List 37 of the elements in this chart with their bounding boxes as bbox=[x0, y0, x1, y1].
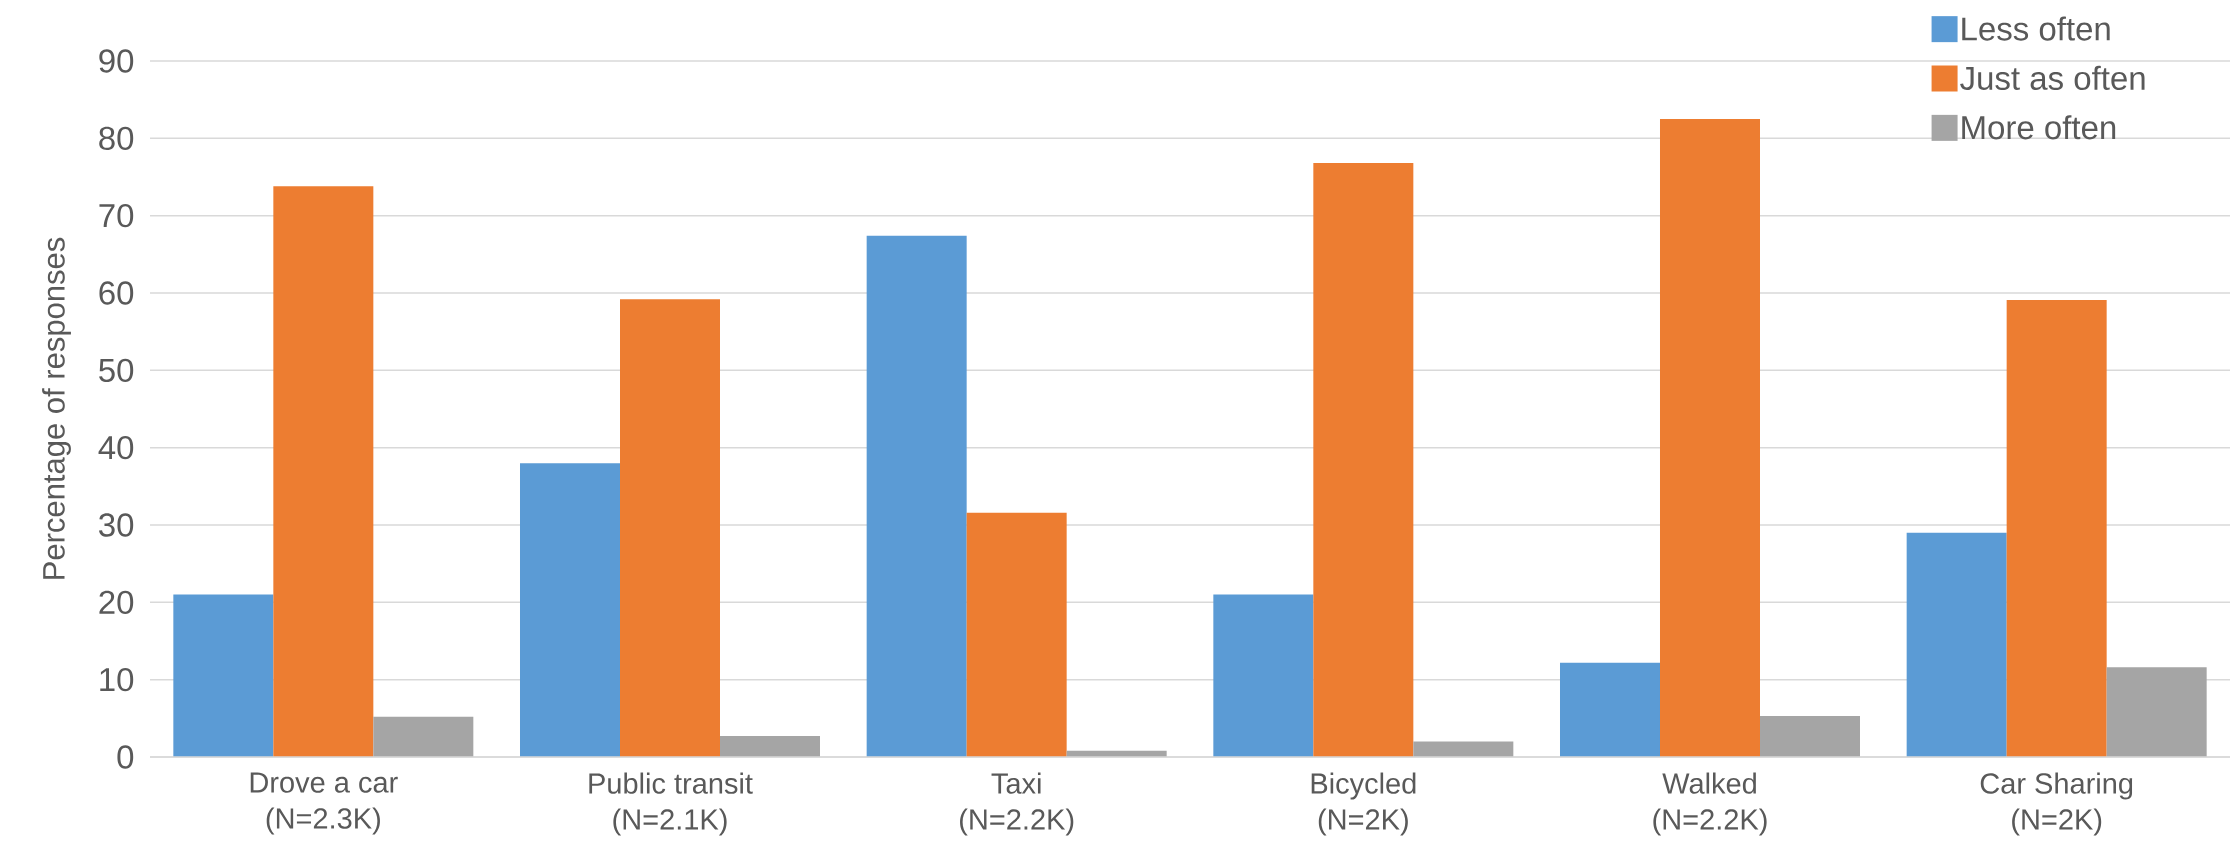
x-tick-label: Walked (N=2.2K) bbox=[1653, 772, 1767, 836]
y-tick-label: 20 bbox=[99, 590, 134, 615]
legend-label: Less often bbox=[1962, 16, 2110, 41]
legend-label: Just as often bbox=[1960, 65, 2145, 91]
x-tick-label: Drove a car (N=2.3K) bbox=[250, 772, 398, 835]
y-tick-label: 50 bbox=[99, 358, 134, 383]
bar bbox=[273, 186, 374, 757]
bar bbox=[866, 235, 967, 757]
x-tick-label: Public transit (N=2.1K) bbox=[589, 772, 753, 836]
y-axis-title: Percentage of responses bbox=[42, 237, 71, 579]
bar bbox=[1560, 662, 1660, 757]
y-tick-label: 40 bbox=[98, 435, 134, 460]
bar bbox=[1906, 532, 2007, 757]
bar bbox=[1213, 594, 1314, 757]
y-tick-label: 60 bbox=[99, 281, 134, 305]
bar bbox=[173, 594, 274, 757]
x-tick-label: Bicycled (N=2K) bbox=[1311, 772, 1416, 836]
y-tick-label: 30 bbox=[99, 513, 134, 537]
y-tick-label: 90 bbox=[99, 49, 134, 73]
x-tick-label: Car Sharing (N=2K) bbox=[1980, 772, 2133, 836]
bar bbox=[1413, 741, 1514, 757]
bar bbox=[2006, 299, 2107, 757]
bar bbox=[720, 736, 820, 757]
y-tick-label: 80 bbox=[99, 126, 134, 151]
y-tick-label: 10 bbox=[100, 667, 134, 692]
bar bbox=[620, 299, 720, 757]
bar bbox=[1313, 163, 1414, 757]
legend-label: More often bbox=[1962, 115, 2116, 140]
bar bbox=[2106, 667, 2207, 757]
bar bbox=[966, 512, 1067, 757]
y-tick-label: 0 bbox=[117, 745, 134, 769]
bar bbox=[373, 716, 474, 757]
bar bbox=[1760, 716, 1860, 757]
bar bbox=[1660, 119, 1760, 757]
y-tick-label: 70 bbox=[99, 203, 134, 228]
bar bbox=[520, 463, 620, 757]
x-tick-label: Taxi (N=2.2K) bbox=[960, 772, 1074, 836]
